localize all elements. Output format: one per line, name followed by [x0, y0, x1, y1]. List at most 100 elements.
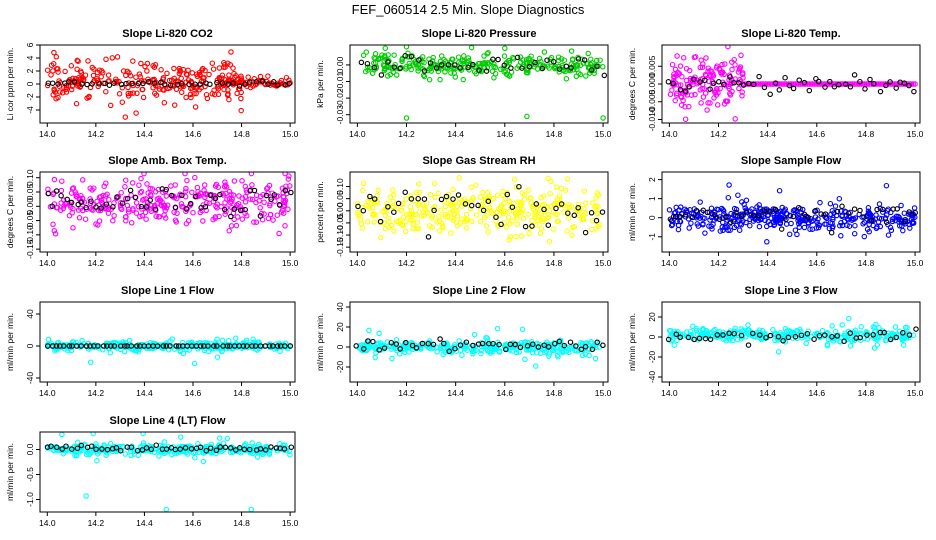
- data-point: [171, 450, 178, 456]
- data-point: [397, 220, 403, 227]
- mean-point: [230, 80, 236, 86]
- mean-point: [700, 207, 706, 214]
- data-point: [725, 194, 732, 201]
- mean-point: [806, 87, 813, 94]
- data-point: [161, 212, 167, 218]
- data-point: [525, 346, 531, 353]
- mean-point: [93, 446, 99, 452]
- data-point: [44, 67, 51, 73]
- data-point: [230, 65, 236, 71]
- mean-point: [110, 204, 116, 210]
- data-point: [44, 82, 51, 89]
- mean-point: [111, 343, 118, 349]
- mean-point: [246, 446, 253, 453]
- mean-point: [236, 83, 243, 89]
- data-point: [846, 81, 852, 87]
- data-point: [226, 228, 232, 234]
- data-point: [461, 53, 467, 59]
- mean-point: [122, 343, 128, 349]
- data-point: [238, 107, 244, 114]
- mean-point: [750, 330, 756, 337]
- x-tick-label: 14.0: [661, 388, 678, 398]
- data-point: [491, 75, 497, 81]
- mean-point: [151, 80, 158, 86]
- data-point: [725, 83, 732, 90]
- data-point: [195, 449, 202, 456]
- data-point: [166, 77, 173, 84]
- data-point: [852, 215, 859, 221]
- mean-point: [883, 219, 890, 225]
- data-point: [425, 67, 431, 74]
- data-point: [242, 443, 248, 449]
- mean-point: [371, 64, 378, 71]
- data-point: [261, 199, 267, 206]
- mean-point: [861, 214, 867, 220]
- mean-point: [274, 82, 281, 88]
- data-point: [429, 224, 435, 231]
- mean-point: [98, 205, 104, 211]
- mean-point: [202, 204, 209, 210]
- data-point: [450, 186, 456, 193]
- data-point: [816, 81, 823, 87]
- data-point: [511, 176, 518, 183]
- data-point: [97, 193, 104, 200]
- data-point: [797, 219, 803, 226]
- mean-point: [545, 344, 552, 350]
- data-point: [477, 218, 484, 225]
- data-point: [142, 209, 149, 216]
- data-point: [169, 82, 176, 89]
- data-point: [485, 49, 491, 56]
- data-point: [78, 205, 84, 212]
- mean-point: [509, 204, 516, 210]
- data-point: [545, 175, 551, 182]
- data-point: [483, 223, 490, 229]
- data-point: [792, 81, 798, 87]
- mean-point: [582, 343, 589, 350]
- mean-point: [259, 78, 266, 84]
- data-point: [675, 226, 682, 233]
- y-tick-label: -0.10: [25, 225, 35, 245]
- data-point: [471, 348, 477, 354]
- data-point: [822, 221, 828, 227]
- data-point: [755, 81, 762, 87]
- panel-title: Slope Li-820 Pressure: [422, 28, 537, 40]
- data-point: [191, 360, 198, 367]
- mean-point: [242, 81, 248, 87]
- data-point: [502, 67, 508, 74]
- data-point: [756, 223, 763, 230]
- data-point: [231, 178, 238, 184]
- data-point: [737, 64, 744, 70]
- data-point: [548, 178, 554, 185]
- data-point: [874, 224, 880, 230]
- data-point: [189, 339, 195, 346]
- data-point: [912, 81, 918, 87]
- data-point: [708, 205, 715, 212]
- data-point: [270, 217, 276, 223]
- data-point: [778, 215, 784, 221]
- data-point: [171, 65, 177, 72]
- data-point: [772, 217, 779, 224]
- x-tick-label: 14.0: [39, 518, 56, 528]
- data-point: [90, 72, 97, 79]
- data-point: [157, 197, 163, 203]
- mean-point: [745, 342, 752, 348]
- data-point: [137, 189, 144, 196]
- mean-point: [365, 338, 371, 344]
- data-point: [558, 56, 565, 62]
- mean-point: [524, 343, 531, 349]
- y-tick-label: 0.0: [25, 443, 35, 455]
- y-tick-label: 20: [647, 312, 657, 322]
- data-point: [372, 354, 378, 361]
- data-point: [143, 216, 149, 222]
- data-point: [714, 102, 721, 108]
- mean-point: [443, 193, 450, 200]
- data-point: [671, 342, 677, 348]
- data-point: [76, 215, 83, 221]
- scatter-points: [353, 325, 606, 369]
- data-point: [774, 211, 781, 217]
- data-point: [868, 81, 875, 87]
- mean-point: [541, 342, 547, 348]
- x-tick-label: 15.0: [595, 129, 612, 139]
- data-point: [743, 219, 749, 226]
- y-tick-label: 0.005: [647, 55, 657, 77]
